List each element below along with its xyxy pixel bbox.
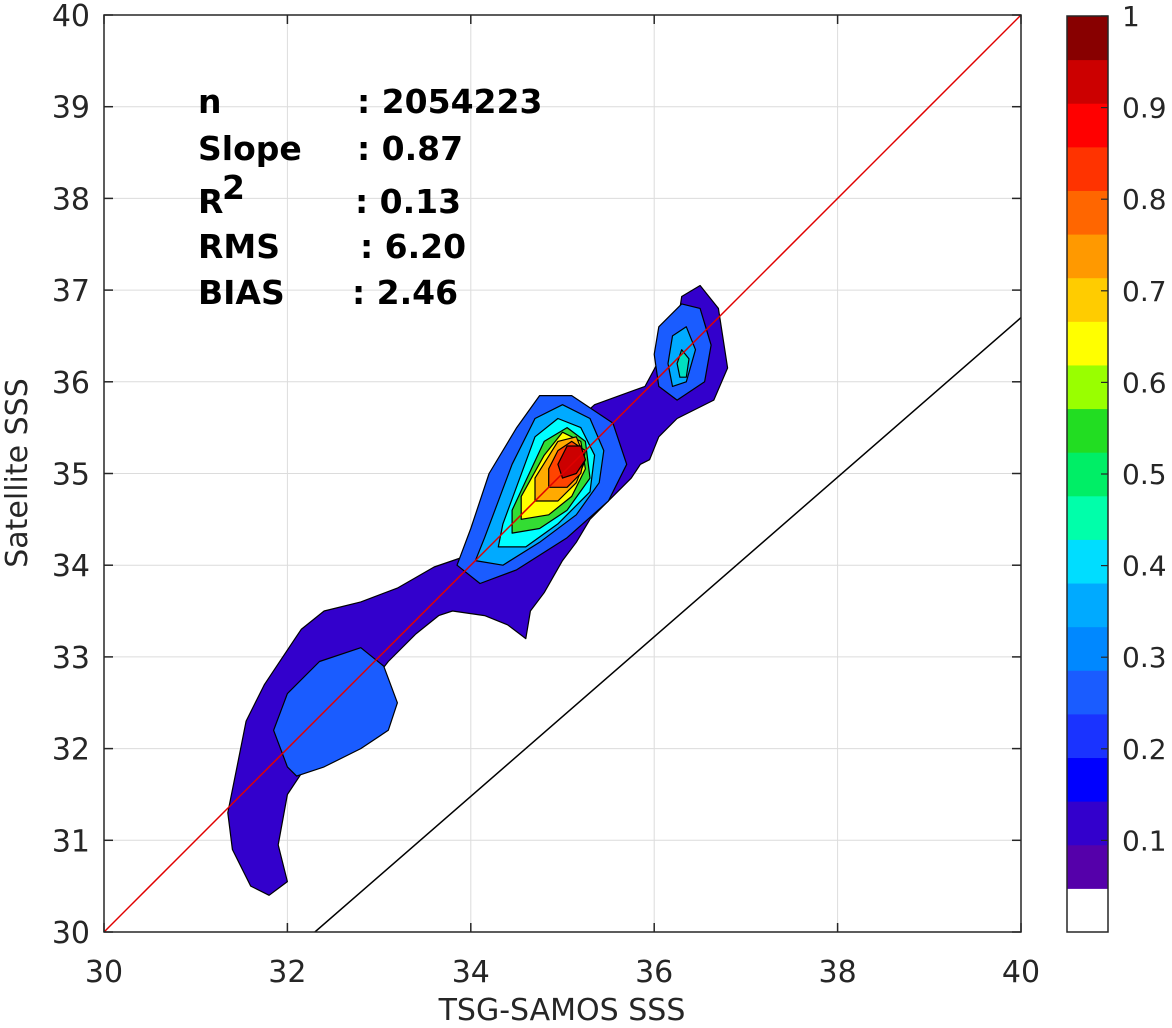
stat-value: : 2054223 — [357, 82, 542, 121]
y-tick-label: 39 — [52, 91, 90, 126]
colorbar-segment — [1067, 888, 1108, 933]
colorbar-segment — [1067, 844, 1108, 889]
colorbar-tick-label: 0.4 — [1122, 550, 1167, 583]
colorbar-tick-label: 0.9 — [1122, 92, 1167, 125]
stat-label: RMS — [198, 227, 280, 266]
x-axis-label: TSG-SAMOS SSS — [438, 993, 686, 1028]
contour-level — [273, 647, 398, 777]
contour-level — [557, 445, 586, 479]
stats-box: n : 2054223 Slope : 0.87 R2 : 0.13 RMS : 6.20 BI… — [198, 82, 542, 312]
colorbar-segment — [1067, 364, 1108, 410]
colorbar-segment — [1067, 539, 1108, 584]
colorbar-segment — [1067, 408, 1108, 453]
colorbar-segment — [1067, 146, 1108, 191]
colorbar-tick-label: 0.5 — [1122, 458, 1167, 491]
y-tick-label: 31 — [52, 824, 90, 859]
colorbar-segment — [1067, 277, 1108, 322]
x-tick-label: 32 — [268, 955, 306, 990]
colorbar-segment — [1067, 103, 1108, 148]
stat-label: n — [198, 82, 222, 121]
fit-line — [314, 317, 1021, 932]
colorbar-segment — [1067, 59, 1108, 104]
colorbar: 0.1 0.2 0.3 0.4 0.5 0.6 0.7 0.8 0.9 1 — [1066, 0, 1167, 933]
y-tick-label: 37 — [52, 274, 90, 309]
stat-value: : 6.20 — [360, 227, 466, 266]
x-tick-label: 36 — [635, 955, 673, 990]
colorbar-segment — [1067, 495, 1108, 540]
y-tick-label: 38 — [52, 182, 90, 217]
colorbar-segment — [1067, 801, 1108, 846]
colorbar-tick-label: 0.3 — [1122, 641, 1167, 674]
colorbar-segment — [1067, 626, 1108, 671]
y-tick-label: 30 — [52, 916, 90, 951]
stat-value: : 2.46 — [352, 273, 458, 312]
stat-value: : 0.13 — [355, 182, 461, 221]
colorbar-tick-label: 0.1 — [1122, 824, 1167, 857]
stat-label: Slope — [198, 129, 302, 168]
x-tick-label: 30 — [85, 955, 123, 990]
y-tick-label: 33 — [52, 641, 90, 676]
colorbar-segment — [1067, 16, 1108, 61]
contour-fills — [227, 284, 729, 896]
colorbar-segment — [1067, 190, 1108, 235]
y-tick-label: 32 — [52, 733, 90, 768]
y-tick-label: 35 — [52, 458, 90, 493]
y-tick-label: 40 — [52, 0, 90, 34]
colorbar-tick-label: 0.7 — [1122, 275, 1167, 308]
stat-value: : 0.87 — [357, 129, 463, 168]
x-tick-label: 40 — [1002, 955, 1040, 990]
y-tick-label: 36 — [52, 366, 90, 401]
y-axis-label: Satellite SSS — [0, 378, 35, 568]
y-tick-label: 34 — [52, 549, 90, 584]
colorbar-tick-label: 0.8 — [1122, 183, 1167, 216]
colorbar-tick-label: 1 — [1122, 0, 1140, 33]
stat-label-superscript: 2 — [222, 168, 245, 207]
colorbar-tick-label: 0.6 — [1122, 366, 1167, 399]
colorbar-segment — [1067, 234, 1108, 279]
colorbar-tick-label: 0.2 — [1122, 733, 1167, 766]
colorbar-segment — [1067, 670, 1108, 715]
stat-label: BIAS — [198, 273, 285, 312]
stat-label: R — [198, 182, 223, 221]
one-to-one-line — [104, 15, 1021, 932]
reference-lines — [104, 15, 1021, 932]
x-tick-label: 34 — [452, 955, 490, 990]
colorbar-segment — [1067, 583, 1108, 628]
colorbar-segment — [1067, 713, 1108, 759]
axis-ticks: 30 32 34 36 38 40 30 31 32 33 34 35 36 37 38 39 40 — [52, 0, 1040, 990]
colorbar-segment — [1067, 321, 1108, 366]
x-tick-label: 38 — [819, 955, 857, 990]
colorbar-segment — [1067, 757, 1108, 802]
